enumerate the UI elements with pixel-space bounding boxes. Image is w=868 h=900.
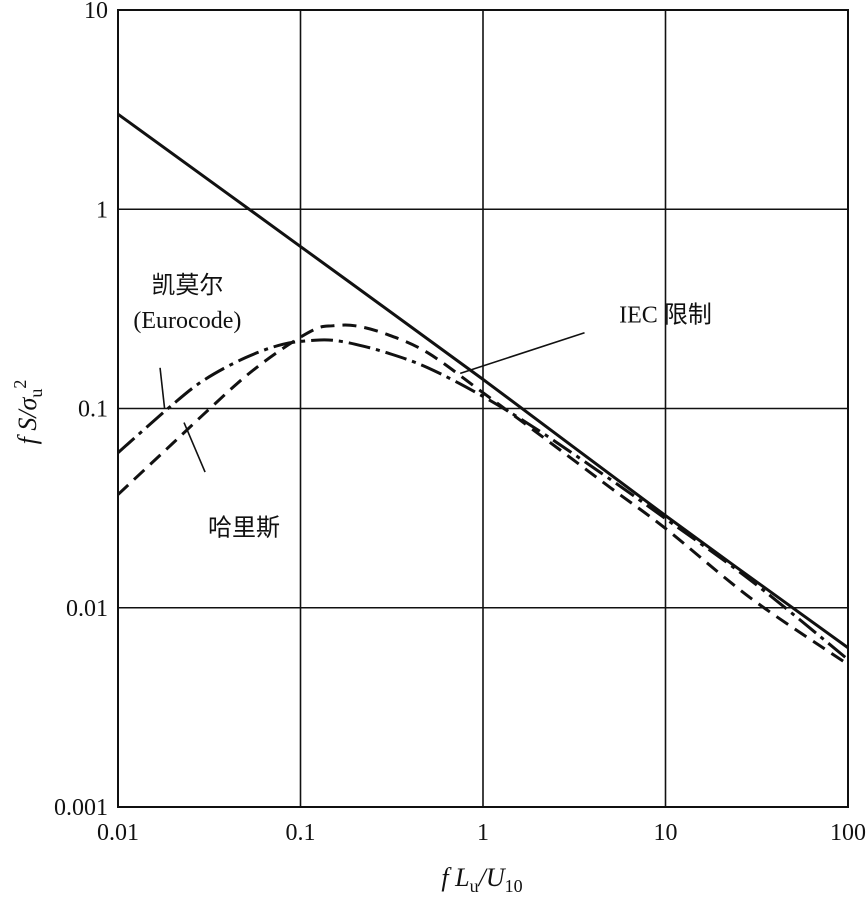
x-tick-label: 0.01 — [97, 820, 139, 846]
x-tick-label: 100 — [830, 820, 866, 846]
annotation-pointer — [183, 422, 206, 473]
x-tick-label: 0.1 — [286, 820, 316, 846]
annotation-label: 哈里斯 — [208, 515, 280, 542]
annotation-pointer — [459, 331, 585, 375]
x-axis-label: f Lu/U10 — [441, 863, 522, 896]
x-tick-label: 10 — [654, 820, 678, 846]
annotation-label: IEC 限制 — [619, 302, 712, 329]
series-line-solid — [117, 112, 849, 649]
y-tick-label: 10 — [84, 0, 108, 24]
x-tick-label: 1 — [477, 820, 489, 846]
y-tick-label: 0.01 — [66, 596, 108, 622]
series-line-dashdot — [117, 338, 849, 661]
series-line-dashed — [116, 323, 849, 666]
annotation-label: (Eurocode) — [133, 308, 241, 334]
y-tick-label: 0.001 — [54, 795, 108, 821]
annotation-label: 凯莫尔 — [151, 272, 223, 299]
grid — [117, 9, 849, 808]
series-lines — [116, 112, 849, 666]
y-axis-label: f S/σu2 — [10, 380, 46, 445]
y-tick-label: 1 — [96, 197, 108, 223]
y-tick-label: 0.1 — [78, 397, 108, 423]
annotation-pointer — [159, 367, 166, 409]
